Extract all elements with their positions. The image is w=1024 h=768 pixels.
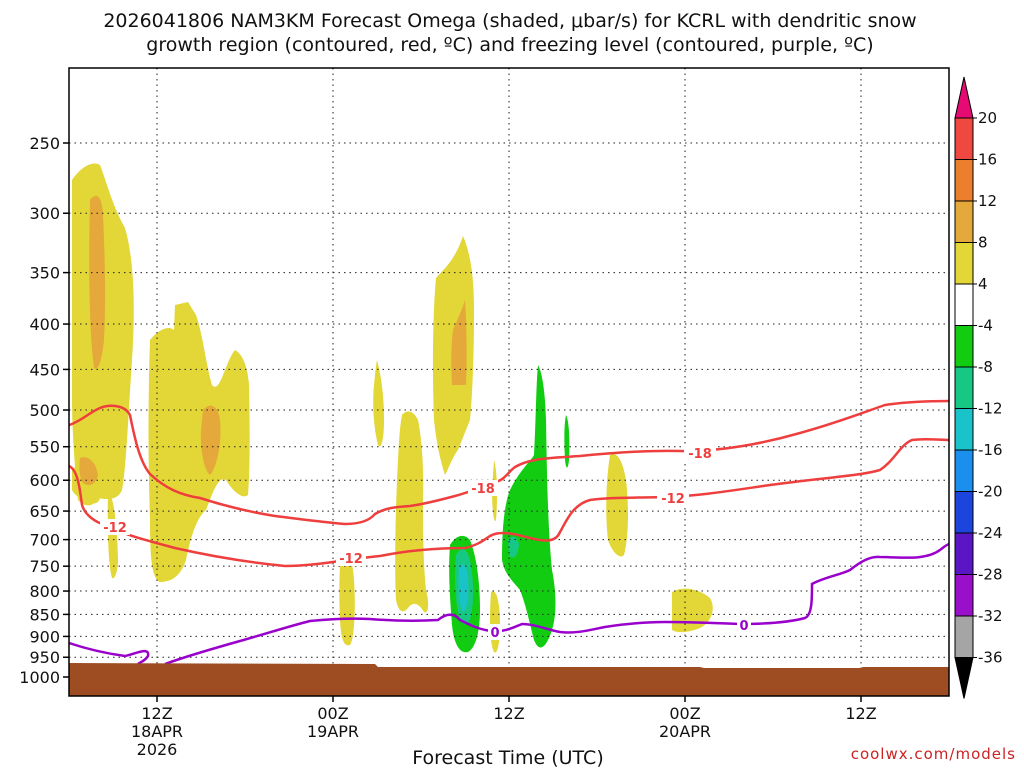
colorbar-swatch (954, 366, 974, 409)
y-tick-label: 350 (29, 264, 60, 283)
omega-region-downward-strong (458, 564, 469, 612)
colorbar-swatch (954, 200, 974, 243)
dgz-contour-label: -12 (103, 521, 127, 536)
freezing-level-label: 0 (739, 619, 748, 634)
y-tick-label: 1000 (19, 668, 60, 687)
omega-region-downward-weak (502, 365, 556, 648)
x-tick-label: 12Z (141, 704, 172, 723)
omega-region-upward-moderate (200, 405, 221, 475)
y-tick-label: 300 (29, 204, 60, 223)
omega-region-upward-weak (72, 466, 101, 504)
chart-title-line2: growth region (contoured, red, ºC) and f… (146, 34, 873, 56)
dgz-contour-label: -18 (688, 447, 712, 462)
omega-region-upward-moderate (89, 195, 106, 369)
x-tick-label: 20APR (659, 722, 711, 741)
colorbar-label: -12 (978, 400, 1003, 418)
omega-region-upward-weak (339, 552, 355, 646)
colorbar-label: -16 (978, 441, 1003, 459)
x-axis-title: Forecast Time (UTC) (412, 747, 603, 768)
x-tick-label: 00Z (317, 704, 348, 723)
freezing-level-contour (68, 542, 950, 666)
x-tick-label: 18APR (131, 722, 183, 741)
colorbar-label: 8 (978, 234, 988, 252)
x-tick-label: 12Z (845, 704, 876, 723)
colorbar-swatch (954, 615, 974, 658)
chart-gridlines (69, 68, 949, 696)
x-tick-label: 19APR (307, 722, 359, 741)
colorbar-swatch (954, 408, 974, 451)
y-tick-label: 900 (29, 627, 60, 646)
dgz-contours (68, 399, 950, 568)
colorbar-swatch (954, 242, 974, 285)
colorbar-label: -4 (978, 317, 993, 335)
y-tick-label: 650 (29, 502, 60, 521)
colorbar-label: -8 (978, 358, 993, 376)
y-tick-label: 400 (29, 315, 60, 334)
y-tick-label: 800 (29, 582, 60, 601)
y-axis: 250 300 350 400 450 500 550 600 650 700 750 800 850 9… (19, 134, 69, 687)
omega-region-downward-weak (564, 415, 570, 468)
colorbar-swatch (954, 117, 974, 160)
dgz-contour-minus18-upper (68, 399, 950, 526)
omega-region-upward-weak (373, 360, 384, 447)
colorbar: 20 16 12 8 4 -4 -8 -12 -16 -20 -24 -28 -32 -36 (954, 76, 1003, 699)
y-tick-label: 850 (29, 605, 60, 624)
watermark: coolwx.com/models (851, 745, 1016, 763)
omega-region-downward-moderate (508, 536, 519, 558)
dgz-contour-minus12-lower (68, 437, 950, 568)
y-tick-label: 250 (29, 134, 60, 153)
colorbar-swatch (954, 449, 974, 492)
omega-region-upward-weak (395, 411, 429, 613)
omega-region-upward-moderate (79, 457, 98, 486)
y-tick-label: 750 (29, 557, 60, 576)
y-tick-label: 950 (29, 648, 60, 667)
colorbar-label: 4 (978, 275, 988, 293)
colorbar-label: 12 (978, 192, 997, 210)
colorbar-label: -24 (978, 524, 1003, 542)
chart-title-line1: 2026041806 NAM3KM Forecast Omega (shaded… (103, 10, 916, 32)
y-tick-label: 700 (29, 531, 60, 550)
x-tick-label: 00Z (669, 704, 700, 723)
y-tick-label: 550 (29, 438, 60, 457)
x-tick-label: 2026 (137, 740, 178, 759)
colorbar-swatch (954, 159, 974, 202)
colorbar-label: -20 (978, 483, 1003, 501)
omega-shading (72, 163, 713, 653)
colorbar-swatch (954, 532, 974, 575)
x-tick-label: 12Z (493, 704, 524, 723)
freezing-level-label: 0 (490, 626, 499, 641)
colorbar-label: -28 (978, 566, 1003, 584)
omega-region-upward-moderate (451, 300, 467, 385)
colorbar-label: -36 (978, 649, 1003, 667)
colorbar-swatch (954, 491, 974, 534)
omega-region-upward-weak (148, 302, 250, 582)
omega-region-upward-weak (606, 454, 628, 557)
colorbar-swatch (954, 76, 974, 119)
y-tick-label: 450 (29, 360, 60, 379)
colorbar-label: -32 (978, 607, 1003, 625)
dgz-contour-label: -18 (471, 482, 495, 497)
dgz-contour-label: -12 (661, 492, 685, 507)
y-tick-label: 500 (29, 401, 60, 420)
colorbar-swatch (954, 325, 974, 368)
colorbar-swatch (954, 283, 974, 326)
terrain-ground-fill (69, 663, 949, 696)
dgz-contour-label: -12 (339, 552, 363, 567)
colorbar-swatch (954, 574, 974, 617)
contour-label-group: -12 -12 -18 -18 -12 0 0 (100, 445, 751, 641)
colorbar-label: 20 (978, 109, 997, 127)
colorbar-swatch (954, 657, 974, 699)
y-tick-label: 600 (29, 471, 60, 490)
colorbar-label: 16 (978, 151, 997, 169)
